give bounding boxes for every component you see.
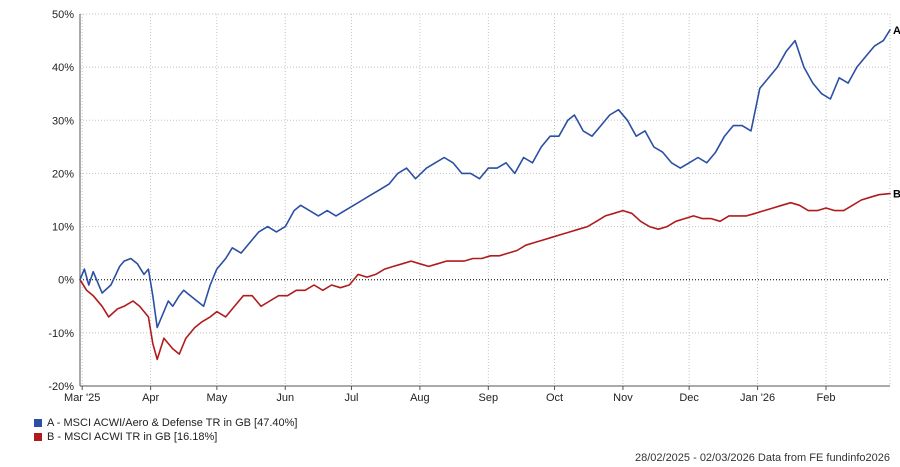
legend: A - MSCI ACWI/Aero & Defense TR in GB [4… (34, 416, 297, 444)
series-line-b (79, 192, 891, 361)
legend-item-b: B - MSCI ACWI TR in GB [16.18%] (34, 430, 297, 444)
x-tick-label: Mar '25 (64, 392, 100, 404)
legend-label-b: B - MSCI ACWI TR in GB [16.18%] (47, 431, 218, 443)
y-tick-label: 20% (52, 168, 74, 180)
series-end-label-b: B (893, 189, 900, 201)
x-tick-label: Feb (817, 392, 836, 404)
axis-layer: -20% -10% 0% 10% 20% 30% 40% 50% Mar '25 Apr May Ju… (48, 9, 891, 404)
x-tick-label: Jan '26 (740, 392, 775, 404)
y-tick-label: 10% (52, 222, 74, 234)
y-tick-label: 40% (52, 62, 74, 74)
x-tick-label: Sep (479, 392, 499, 404)
y-tick-label: 30% (52, 115, 74, 127)
y-tick-label: -10% (48, 328, 74, 340)
series-layer (79, 29, 891, 361)
y-tick-label: 0% (58, 275, 74, 287)
x-tick-label: Dec (679, 392, 699, 404)
x-tick-label: May (206, 392, 227, 404)
x-tick-label: Jul (344, 392, 358, 404)
x-tick-label: Aug (410, 392, 430, 404)
x-tick-label: Oct (546, 392, 563, 404)
footer-date-range: 28/02/2025 - 02/03/2026 Data from FE fun… (634, 452, 890, 464)
legend-swatch-b (34, 433, 42, 441)
grid-layer (80, 13, 890, 387)
series-line-a (79, 29, 891, 329)
y-tick-label: -20% (48, 381, 74, 393)
x-tick-label: Nov (613, 392, 633, 404)
legend-item-a: A - MSCI ACWI/Aero & Defense TR in GB [4… (34, 416, 297, 430)
end-label-layer: AB (893, 25, 900, 201)
legend-swatch-a (34, 419, 42, 427)
y-tick-label: 50% (52, 9, 74, 21)
series-end-label-a: A (893, 25, 900, 37)
x-tick-label: Jun (276, 392, 294, 404)
legend-label-a: A - MSCI ACWI/Aero & Defense TR in GB [4… (47, 417, 298, 429)
x-tick-label: Apr (142, 392, 159, 404)
